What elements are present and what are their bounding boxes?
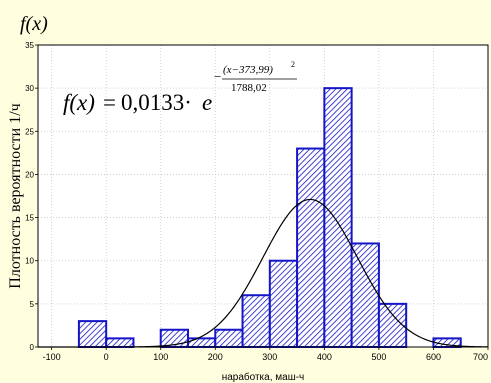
histogram-bar-6 (268, 259, 299, 349)
formula-denominator: 1788,02 (231, 82, 267, 94)
x-tick-label-3: 200 (208, 352, 223, 362)
y-tick-label-1: 5 (30, 300, 35, 309)
x-axis-label: наработка, маш-ч (222, 371, 305, 383)
histogram-bar-8 (323, 87, 353, 349)
histogram-bar-3 (187, 337, 217, 349)
formula-numerator: (x−373,99) (223, 64, 273, 76)
histogram-bar-5 (241, 294, 271, 349)
formula-equals: = (103, 90, 116, 115)
formula-base: e (202, 90, 212, 115)
formula-minus: − (214, 69, 221, 84)
x-tick-label-6: 500 (371, 352, 386, 362)
histogram-bar-7 (296, 147, 326, 348)
x-tick-label-5: 400 (317, 352, 332, 362)
y-axis-ticks: 0 5 10 15 20 25 30 35 (25, 41, 38, 352)
formula-coefficient: 0,0133· (121, 90, 192, 115)
y-tick-label-4: 20 (25, 170, 34, 179)
x-axis-ticks: -100 0 100 200 300 400 500 600 700 (43, 347, 489, 362)
y-tick-label-5: 25 (25, 127, 34, 136)
x-tick-label-0: -100 (43, 352, 61, 362)
x-tick-label-4: 300 (262, 352, 277, 362)
y-tick-label-6: 30 (25, 84, 34, 93)
histogram-bars (77, 87, 462, 349)
histogram-bar-4 (214, 328, 244, 349)
y-tick-label-3: 15 (25, 214, 34, 223)
chart-title: f(x) (20, 13, 48, 35)
plot-frame (37, 44, 489, 348)
histogram-bar-9 (350, 242, 380, 348)
y-tick-label-0: 0 (30, 343, 35, 352)
histogram-bar-1 (105, 337, 135, 349)
x-tick-label-7: 600 (426, 352, 441, 362)
y-axis-label: Плотность вероятности 1/ч (7, 103, 24, 288)
histogram-bar-0 (77, 320, 108, 349)
formula-power: 2 (291, 60, 295, 69)
x-tick-label-8: 700 (473, 352, 488, 362)
x-tick-label-1: 0 (104, 352, 109, 362)
x-tick-label-2: 100 (153, 352, 168, 362)
fit-formula: f(x) = 0,0133· e − (x−373,99) 2 1788,02 (63, 60, 297, 115)
y-tick-label-7: 35 (25, 41, 34, 50)
formula-lhs: f(x) (63, 90, 95, 115)
y-tick-label-2: 10 (25, 257, 34, 266)
histogram-bar-10 (377, 302, 408, 349)
